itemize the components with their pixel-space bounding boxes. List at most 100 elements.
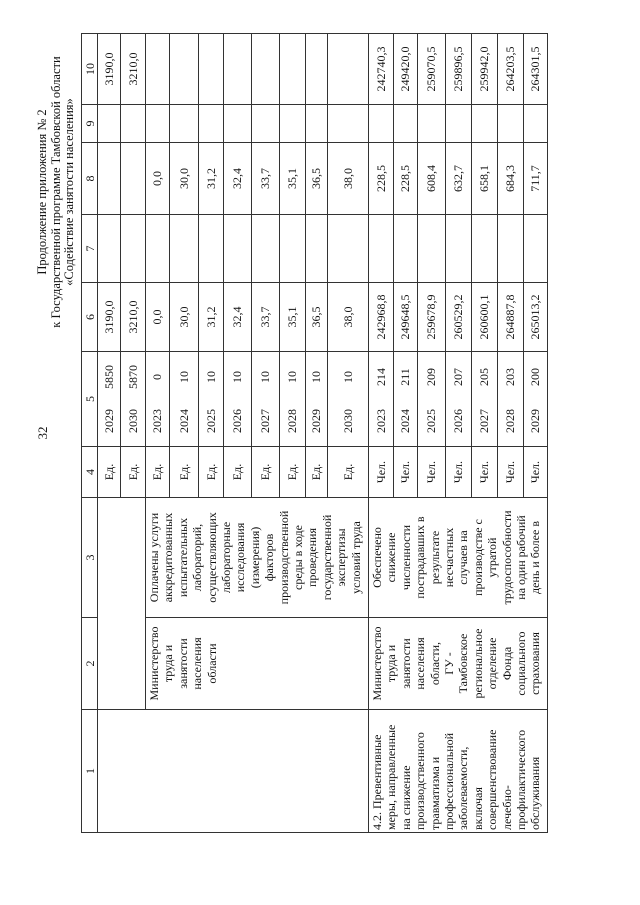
year-value-cell: 2030 10 [327,351,369,447]
unit-cell: Ед. [327,446,369,498]
year: 2025 [203,409,218,433]
year-value-cell: 2024 211 [393,351,418,447]
amount-cell-c8: 711,7 [523,142,548,215]
amount-cell-c8: 36,5 [305,142,328,215]
unit-cell: Чел. [393,446,418,498]
column-number: 2 [81,617,98,710]
unit-cell: Ед. [279,446,306,498]
amount-cell-c9 [169,104,199,143]
amount-cell-c9 [279,104,306,143]
year: 2027 [477,409,492,433]
amount-cell-c10: 259896,5 [445,33,472,105]
indicator-value: 203 [503,368,518,386]
amount-cell-c7 [198,214,224,283]
indicator-value: 10 [176,371,191,383]
result-cell: Обеспечено снижение численности пострада… [368,497,548,618]
amount-cell-c7 [97,214,121,283]
amount-cell-c9 [305,104,328,143]
column-number: 8 [81,142,98,215]
amount-cell-c9 [445,104,472,143]
amount-cell-c9 [97,104,121,143]
amount-cell-c6: 3210,0 [120,282,146,352]
amount-cell-c8: 38,0 [327,142,369,215]
unit-cell: Чел. [497,446,524,498]
year-value-cell: 2028 10 [279,351,306,447]
amount-cell-c10: 264203,5 [497,33,524,105]
event-cell: 4.2. Превентивные меры, направленные на … [368,709,548,833]
amount-cell-c9 [120,104,146,143]
responsible-cell: Министерство труда и занятости населения… [145,617,369,710]
indicator-value: 10 [309,371,324,383]
year-value-cell: 2027 10 [251,351,280,447]
amount-cell-c9 [223,104,252,143]
amount-cell-c8: 0,0 [145,142,170,215]
year: 2024 [176,409,191,433]
amount-cell-c8: 31,2 [198,142,224,215]
amount-cell-c7 [523,214,548,283]
amount-cell-c7 [445,214,472,283]
amount-cell-c7 [145,214,170,283]
amount-cell-c8 [97,142,121,215]
unit-cell: Ед. [198,446,224,498]
year-value-cell: 2027 205 [471,351,498,447]
appendix-title: Продолжение приложения № 2 к Государстве… [35,39,77,345]
indicator-value: 5850 [101,365,116,389]
year-value-cell: 2026 207 [445,351,472,447]
amount-cell-c9 [368,104,394,143]
year-value-cell: 2025 209 [417,351,446,447]
year: 2030 [125,409,140,433]
year: 2023 [373,409,388,433]
unit-cell: Ед. [169,446,199,498]
amount-cell-c7 [279,214,306,283]
amount-cell-c6: 260529,2 [445,282,472,352]
amount-cell-c6: 265013,2 [523,282,548,352]
amount-cell-c8: 632,7 [445,142,472,215]
indicator-value: 10 [340,371,355,383]
unit-cell: Чел. [368,446,394,498]
year: 2029 [528,409,543,433]
indicator-value: 10 [230,371,245,383]
amount-cell-c10: 264301,5 [523,33,548,105]
amount-cell-c8: 684,3 [497,142,524,215]
year: 2030 [340,409,355,433]
amount-cell-c7 [471,214,498,283]
table-row: 4.2. Превентивные меры, направленные на … [368,33,548,833]
amount-cell-c6: 0,0 [145,282,170,352]
unit-cell: Ед. [305,446,328,498]
indicator-value: 209 [424,368,439,386]
amount-cell-c6: 260600,1 [471,282,498,352]
amount-cell-c10 [198,33,224,105]
page-number: 32 [35,426,50,440]
amount-cell-c10: 259070,5 [417,33,446,105]
indicator-value: 10 [285,371,300,383]
amount-cell-c9 [497,104,524,143]
amount-cell-c6: 242968,8 [368,282,394,352]
column-number: 9 [81,104,98,143]
column-number: 7 [81,214,98,283]
amount-cell-c8: 228,5 [393,142,418,215]
amount-cell-c7 [417,214,446,283]
unit-cell: Ед. [223,446,252,498]
indicator-value: 0 [150,374,165,380]
unit-cell: Ед. [120,446,146,498]
amount-cell-c10 [279,33,306,105]
amount-cell-c10: 249420,0 [393,33,418,105]
amount-cell-c7 [169,214,199,283]
unit-cell: Чел. [417,446,446,498]
column-number: 4 [81,446,98,498]
amount-cell-c7 [327,214,369,283]
amount-cell-c9 [145,104,170,143]
amount-cell-c7 [120,214,146,283]
program-table: 1 2 3 4 5 6 7 8 9 10 Ед. 20295850 3190,0 3190,0 Ед. 203… [81,33,548,833]
amount-cell-c10: 259942,0 [471,33,498,105]
year: 2029 [309,409,324,433]
title-line: к Государственной программе Тамбовской о… [48,56,63,328]
year: 2027 [258,409,273,433]
year-value-cell: 2029 200 [523,351,548,447]
result-cell: Оплачены услуги аккредитованных испытате… [145,497,369,618]
column-number: 10 [81,33,98,105]
amount-cell-c10 [169,33,199,105]
year-value-cell: 2026 10 [223,351,252,447]
amount-cell-c6: 38,0 [327,282,369,352]
